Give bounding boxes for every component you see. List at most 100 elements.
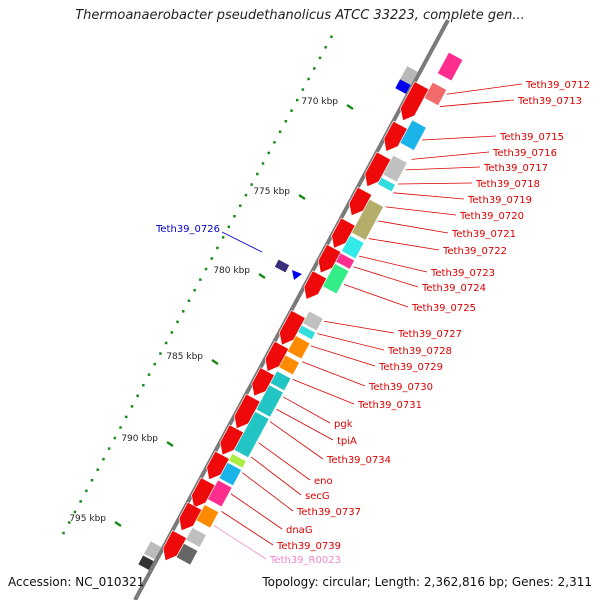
ruler-tick-label: 790 kbp (121, 434, 158, 444)
ruler-dot (79, 500, 82, 503)
gene-label[interactable]: Teth39_0721 (451, 229, 516, 240)
callout-line (421, 135, 497, 141)
gene-label[interactable]: Teth39_0712 (525, 80, 590, 91)
cog-bar[interactable] (175, 542, 199, 566)
gene-label[interactable]: Teth39_0730 (368, 382, 433, 393)
gene-label[interactable]: Teth39_0713 (517, 96, 582, 107)
gene-label[interactable]: Teth39_0715 (499, 132, 564, 143)
gene-arrow[interactable] (379, 120, 408, 155)
ruler-tick (166, 440, 174, 448)
reverse-gene[interactable] (138, 555, 154, 570)
cog-bar[interactable] (207, 479, 233, 508)
reverse-gene[interactable] (395, 79, 411, 94)
gene-label[interactable]: Teth39_0739 (276, 541, 341, 552)
cog-bar[interactable] (185, 527, 207, 548)
gene-label[interactable]: pgk (334, 419, 353, 430)
cog-bar[interactable] (269, 370, 292, 392)
gene-label[interactable]: Teth39_0737 (296, 507, 361, 518)
ruler-labels: 770 kbp 775 kbp 780 kbp 785 kbp 790 kbp 795 k… (69, 97, 338, 524)
gene-label[interactable]: dnaG (286, 525, 313, 536)
cog-bar[interactable] (351, 198, 384, 241)
highlighted-gene-arrow[interactable] (292, 270, 302, 280)
gene-label[interactable]: Teth39_0725 (411, 303, 476, 314)
cog-bar-rect (377, 176, 396, 193)
gene-label[interactable]: Teth39_0729 (378, 362, 443, 373)
ruler-dot (153, 362, 156, 366)
cog-bar[interactable] (341, 234, 365, 260)
gene-arrow-shape (383, 120, 408, 152)
ruler-dot (233, 215, 236, 218)
ruler-tick (298, 193, 306, 201)
gene-label[interactable]: Teth39_0731 (357, 400, 422, 411)
highlighted-gene-block[interactable] (274, 259, 290, 273)
ruler-dot (164, 341, 168, 345)
ruler-dot (73, 510, 77, 514)
accession-label: Accession: NC_010321 (8, 575, 145, 589)
cog-bar[interactable] (399, 119, 427, 151)
ruler-dot (124, 415, 128, 419)
reverse-gene[interactable] (144, 541, 162, 560)
cog-bar[interactable] (335, 252, 355, 270)
cog-bar-rect (335, 252, 355, 270)
cog-bar[interactable] (322, 263, 350, 295)
gene-arrow[interactable] (299, 270, 328, 303)
cog-bar[interactable] (297, 324, 317, 341)
callout-line (343, 283, 409, 308)
gene-label[interactable]: Teth39_0728 (387, 346, 452, 357)
cog-bar[interactable] (436, 51, 464, 82)
gene-label[interactable]: tpiA (337, 436, 357, 447)
ruler-dot (318, 56, 322, 60)
gene-arrow[interactable] (174, 501, 203, 534)
ruler-dot (147, 373, 151, 376)
forward-strand-genes[interactable] (158, 81, 430, 565)
gene-label[interactable]: Teth39_0719 (467, 195, 532, 206)
cog-bar[interactable] (233, 410, 270, 459)
ruler-dot (176, 320, 179, 324)
gene-label[interactable]: Teth39_0722 (442, 246, 507, 257)
cog-bar[interactable] (423, 81, 448, 107)
gene-label[interactable]: Teth39_0723 (430, 268, 495, 279)
reverse-gene[interactable] (399, 66, 418, 86)
gene-label[interactable]: Teth39_0724 (421, 283, 486, 294)
gene-arrow[interactable] (396, 81, 430, 125)
cog-bar[interactable] (195, 504, 220, 529)
cog-bar-rect (228, 453, 247, 469)
cog-bar[interactable] (278, 354, 300, 376)
cog-bar[interactable] (286, 335, 311, 360)
gene-label[interactable]: Teth39_0718 (475, 179, 540, 190)
cog-bar[interactable] (218, 461, 242, 487)
cog-category-bars[interactable] (175, 51, 464, 566)
gene-label[interactable]: Teth39_0720 (459, 211, 524, 222)
cog-bar[interactable] (377, 176, 396, 193)
callout-line (230, 493, 283, 530)
cog-bar[interactable] (382, 154, 408, 183)
ruler-dots (62, 35, 333, 535)
cog-bar-rect (175, 542, 199, 566)
gene-label[interactable]: Teth39_0716 (492, 148, 557, 159)
gene-label[interactable]: secG (305, 491, 330, 502)
gene-arrow[interactable] (187, 477, 216, 512)
ruler-tick-label: 775 kbp (253, 187, 290, 197)
ruler-dot (313, 67, 316, 70)
reverse-gene-rect (399, 66, 418, 86)
callout-line (439, 99, 515, 107)
highlighted-gene-label[interactable]: Teth39_0726 (155, 224, 220, 235)
ruler-dot (204, 267, 208, 271)
gene-label[interactable]: Teth39_0734 (326, 455, 391, 466)
callout-line (283, 396, 331, 424)
ruler-dot (261, 162, 265, 165)
cog-bar[interactable] (228, 453, 247, 469)
gene-label[interactable]: Teth39_R0023 (269, 555, 341, 566)
gene-label[interactable]: eno (314, 476, 333, 487)
cog-bar-rect (255, 384, 284, 418)
reverse-strand-genes[interactable] (138, 66, 418, 570)
highlighted-gene[interactable]: Teth39_0726 (155, 224, 302, 280)
cog-bar-rect (351, 198, 384, 241)
cog-bar-rect (302, 310, 324, 332)
ruler-dot (102, 457, 105, 461)
cog-bar[interactable] (302, 310, 324, 332)
gene-label[interactable]: Teth39_0717 (483, 163, 548, 174)
cog-bar[interactable] (255, 384, 284, 418)
gene-label[interactable]: Teth39_0727 (397, 329, 462, 340)
